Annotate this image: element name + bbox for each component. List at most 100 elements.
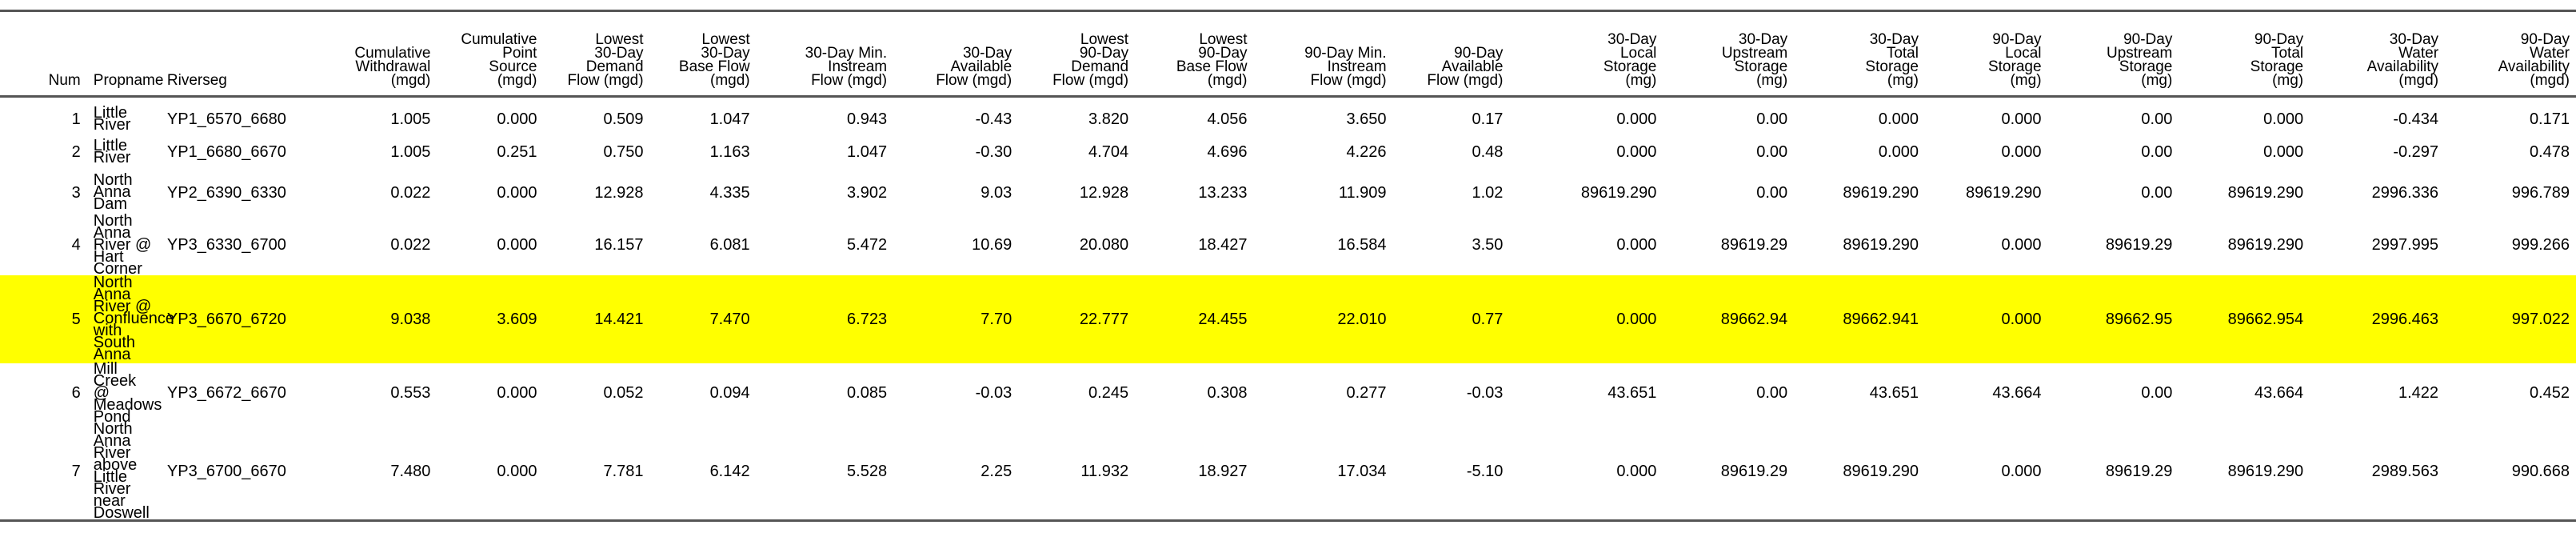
column-header: 90-Day Upstream Storage (mg) [2047, 10, 2179, 98]
table-cell: 89619.290 [2227, 236, 2304, 254]
table-cell: 89662.954 [2179, 275, 2310, 363]
table-cell: 0.452 [2529, 384, 2570, 402]
table-cell: 997.022 [2445, 275, 2576, 363]
column-header-label: Lowest 30-Day Base Flow (mgd) [678, 31, 750, 89]
table-row: 2 Little River YP1_6680_6670 1.005 0.251 0.75… [0, 134, 2576, 170]
table-cell: 0.171 [2529, 110, 2570, 129]
column-header-label: 30-Day Upstream Storage (mg) [1721, 31, 1788, 89]
table-cell: 0.000 [2263, 110, 2304, 129]
table-cell: YP3_6670_6720 [160, 275, 333, 363]
table-cell: 0.000 [497, 236, 537, 254]
table-cell: 1.047 [847, 142, 888, 161]
table-cell: 0.085 [847, 384, 888, 402]
table-row: 6 Mill Creek @ Meadows Pond YP3_6672_6670 0.55… [0, 361, 2576, 426]
table-cell: 89619.290 [2179, 423, 2310, 522]
column-header: 30-Day Min. Instream Flow (mgd) [756, 10, 894, 98]
table-cell: -0.43 [975, 110, 1012, 129]
table-cell: 1.047 [709, 110, 750, 129]
table-cell: 0.000 [1616, 236, 1657, 254]
propname-line: North Anna [93, 419, 133, 450]
table-cell: 22.777 [1018, 275, 1136, 363]
propname-line: North Anna [93, 171, 133, 201]
table-cell: 18.427 [1198, 236, 1248, 254]
propname-line: Little River [93, 104, 131, 134]
column-header: 30-Day Water Availability (mgd) [2310, 10, 2446, 98]
table-cell: 12.928 [1079, 183, 1129, 202]
table-cell: 13.233 [1198, 183, 1248, 202]
propname-line: River above [93, 443, 138, 474]
table-cell: 0.478 [2529, 142, 2570, 161]
table-cell: 89662.94 [1663, 275, 1795, 363]
table-cell: 0.750 [603, 142, 644, 161]
table-row: 3 North Anna Dam YP2_6390_6330 0.022 0.000 12.… [0, 170, 2576, 215]
table-cell: 1.005 [390, 142, 431, 161]
table-cell: 2 [71, 142, 81, 161]
table-cell: 1.422 [2398, 384, 2439, 402]
table-cell: 0.553 [390, 384, 431, 402]
table-cell: 0.251 [497, 142, 537, 161]
table-cell: 0.000 [2001, 236, 2042, 254]
table-cell: 0.277 [1346, 384, 1387, 402]
column-header: 30-Day Local Storage (mg) [1509, 10, 1663, 98]
column-header-label: Riverseg [166, 72, 227, 89]
table-cell: 4.335 [709, 183, 750, 202]
column-header: 30-Day Total Storage (mg) [1794, 10, 1925, 98]
table-cell: 0.000 [2001, 110, 2042, 129]
table-cell: 0.00 [1756, 110, 1788, 129]
table-cell: 10.69 [972, 236, 1012, 254]
table-cell: 7.470 [649, 275, 757, 363]
table-cell: 1.02 [1472, 183, 1504, 202]
propname-line: North Anna [93, 274, 133, 303]
table-cell: 89619.290 [1580, 183, 1657, 202]
propname-line: Pond [93, 407, 131, 426]
table-cell: 0.052 [603, 384, 644, 402]
table-cell: 0.000 [437, 423, 544, 522]
table-cell: 89619.290 [1965, 183, 2042, 202]
table-cell: 6.142 [649, 423, 757, 522]
table-cell: -5.10 [1392, 423, 1510, 522]
table-cell: 0.000 [2263, 142, 2304, 161]
table-cell: 3.820 [1088, 110, 1129, 129]
table-cell: 4.226 [1346, 142, 1387, 161]
table-cell: 0.000 [1509, 275, 1663, 363]
table-cell: 999.266 [2511, 236, 2570, 254]
table-cell: 0.17 [1472, 110, 1504, 129]
column-header-label: Cumulative Point Source (mgd) [461, 31, 537, 89]
table-cell: 89619.29 [2047, 423, 2179, 522]
propname-line: Dam [93, 195, 127, 213]
column-header: Riverseg [160, 10, 333, 98]
table-cell: 14.421 [543, 275, 650, 363]
propname-cell: Little River [87, 134, 161, 170]
table-cell: 2996.336 [2371, 183, 2439, 202]
table-cell: 43.651 [1869, 384, 1919, 402]
propname-cell: Little River [87, 97, 161, 134]
table-cell: 9.03 [980, 183, 1012, 202]
table-row: 7 North Anna River above Little River near Do… [0, 419, 2576, 522]
table-cell: 16.584 [1337, 236, 1387, 254]
table-cell: 4 [71, 236, 81, 254]
table-cell: 0.022 [390, 183, 431, 202]
propname-line: Hart Corner [93, 247, 142, 278]
column-header-label: 30-Day Local Storage (mg) [1603, 31, 1657, 89]
propname-cell: North Anna River @ Confluence with South Ann… [86, 274, 174, 363]
table-cell: 11.932 [1018, 423, 1136, 522]
propname-cell: North Anna Dam [87, 170, 161, 215]
table-cell: -0.297 [2393, 142, 2439, 161]
table-cell: 3.902 [847, 183, 888, 202]
table-cell: 0.000 [497, 183, 537, 202]
column-header-label: Lowest 90-Day Base Flow (mgd) [1176, 31, 1248, 89]
column-header: Num [0, 10, 87, 98]
column-header-label: 30-Day Total Storage (mg) [1865, 31, 1919, 89]
column-header: 90-Day Water Availability (mgd) [2445, 10, 2576, 98]
column-header-label: 90-Day Upstream Storage (mg) [2106, 31, 2173, 89]
propname-line: near [93, 491, 126, 510]
column-header: Cumulative Withdrawal (mgd) [332, 10, 437, 98]
table-cell: 0.00 [1756, 384, 1788, 402]
propname-line: North Anna [93, 211, 133, 242]
table-cell: 7.480 [332, 423, 437, 522]
table-cell: -0.30 [975, 142, 1012, 161]
table-cell: 0.000 [2001, 142, 2042, 161]
column-header-label: Lowest 90-Day Demand Flow (mgd) [1052, 31, 1129, 89]
column-header-label: 90-Day Total Storage (mg) [2250, 31, 2304, 89]
table-cell: 4.696 [1207, 142, 1248, 161]
